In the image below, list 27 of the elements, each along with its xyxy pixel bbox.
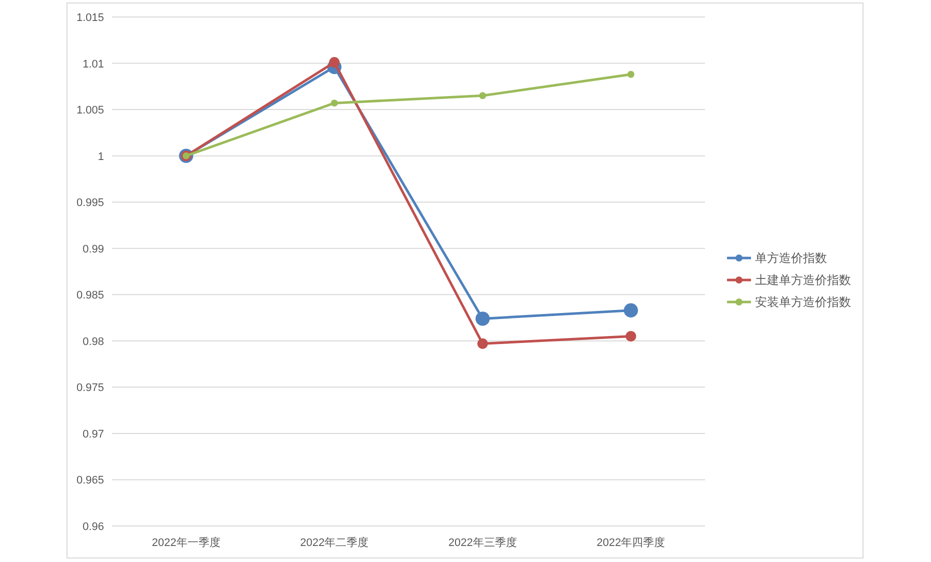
y-tick-label: 0.975 — [76, 382, 104, 394]
y-tick-label: 1 — [98, 150, 104, 163]
y-tick-label: 0.97 — [82, 428, 104, 440]
point — [627, 70, 634, 78]
point — [329, 57, 340, 68]
y-tick-label: 0.96 — [82, 521, 104, 533]
y-tick-label: 1.005 — [76, 104, 104, 117]
x-tick-label: 2022年二季度 — [300, 536, 369, 549]
point — [476, 312, 490, 326]
point — [624, 303, 638, 318]
point — [330, 100, 338, 107]
y-tick-label: 0.995 — [76, 197, 104, 210]
x-tick-label: 2022年四季度 — [596, 536, 666, 549]
point — [626, 330, 636, 342]
y-tick-label: 1.01 — [82, 58, 104, 70]
legend-label: 土建单方造价指数 — [755, 273, 851, 287]
y-tick-label: 1.015 — [76, 12, 104, 24]
legend-label: 安装单方造价指数 — [755, 295, 851, 309]
y-tick-label: 0.99 — [82, 243, 104, 256]
y-tick-label: 0.98 — [82, 336, 104, 348]
y-tick-label: 0.985 — [76, 290, 104, 302]
legend-label: 单方造价指数 — [755, 251, 827, 265]
point — [479, 92, 486, 100]
point — [477, 338, 488, 349]
y-tick-label: 0.965 — [76, 474, 104, 487]
x-tick-label: 2022年三季度 — [448, 536, 517, 549]
x-tick-label: 2022年一季度 — [152, 536, 220, 549]
